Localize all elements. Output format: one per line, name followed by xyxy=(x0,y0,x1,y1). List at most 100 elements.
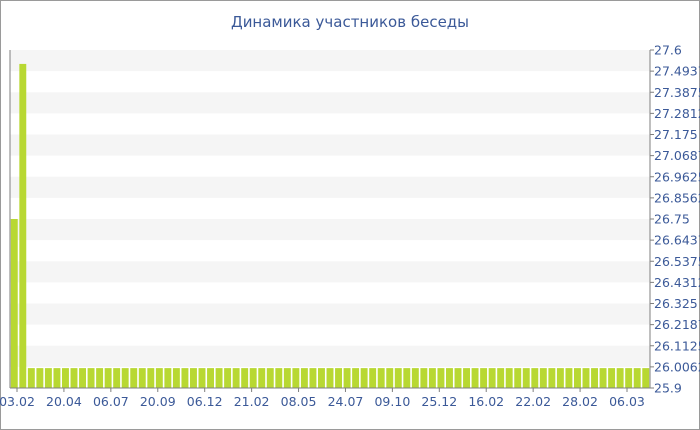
bar xyxy=(215,368,223,388)
bar xyxy=(19,63,27,389)
bar xyxy=(147,368,155,388)
y-tick-label: 27.6 xyxy=(654,43,682,58)
bar xyxy=(266,368,274,388)
bar xyxy=(463,368,470,388)
bar xyxy=(44,368,52,388)
grid-band xyxy=(10,92,650,114)
bar xyxy=(27,368,35,388)
x-tick-label: 06.03 xyxy=(609,394,645,409)
x-tick-label: 28.02 xyxy=(562,394,598,409)
bar xyxy=(258,368,266,388)
x-tick-label: 22.02 xyxy=(515,394,551,409)
x-tick-label: 03.02 xyxy=(0,394,35,409)
y-tick-label: 27.175 xyxy=(654,127,698,142)
bar xyxy=(138,368,146,388)
grid-band xyxy=(10,261,650,283)
y-tick-label: 27.4937 xyxy=(654,64,700,79)
chart-title: Динамика участников беседы xyxy=(230,13,470,31)
bar xyxy=(10,219,18,388)
bar xyxy=(565,368,573,388)
bar xyxy=(505,368,513,388)
y-tick-label: 26.325 xyxy=(654,296,698,311)
bar xyxy=(190,368,197,388)
grid-band xyxy=(10,345,650,367)
bar xyxy=(446,368,453,388)
bar xyxy=(642,368,650,388)
bar xyxy=(53,368,61,388)
bar xyxy=(172,368,180,388)
bar xyxy=(79,368,86,388)
bar xyxy=(300,368,308,388)
bar xyxy=(36,368,44,388)
bar xyxy=(292,368,300,388)
bar xyxy=(428,368,436,388)
bar xyxy=(96,368,104,388)
y-tick-label: 27.3875 xyxy=(654,85,700,100)
x-tick-label: 16.02 xyxy=(468,394,504,409)
bar xyxy=(582,368,590,388)
x-tick-label: 20.04 xyxy=(46,394,82,409)
y-tick-label: 25.9 xyxy=(654,381,682,396)
bar xyxy=(130,368,138,388)
bar xyxy=(113,368,121,388)
y-tick-label: 27.0687 xyxy=(654,148,700,163)
bar xyxy=(480,368,488,388)
bar xyxy=(224,368,232,388)
bar xyxy=(198,368,206,388)
bar xyxy=(514,368,522,388)
bar xyxy=(181,368,189,388)
grid-band xyxy=(10,50,650,72)
bar xyxy=(403,368,411,388)
bar xyxy=(62,368,69,388)
bar xyxy=(343,368,351,388)
bar xyxy=(318,368,325,388)
y-tick-label: 26.75 xyxy=(654,212,690,227)
grid-band xyxy=(10,134,650,156)
bars xyxy=(10,63,650,389)
bar xyxy=(352,368,360,388)
bar xyxy=(531,368,539,388)
bar xyxy=(155,368,163,388)
bar xyxy=(283,368,291,388)
bar xyxy=(599,368,607,388)
x-tick-label: 06.12 xyxy=(187,394,223,409)
y-tick-label: 26.2187 xyxy=(654,317,700,332)
bar xyxy=(488,368,496,388)
bar xyxy=(309,368,317,388)
x-tick-label: 08.05 xyxy=(281,394,317,409)
bar xyxy=(249,368,257,388)
bar xyxy=(275,368,283,388)
y-tick-label: 26.6437 xyxy=(654,233,700,248)
bar xyxy=(471,368,479,388)
x-axis-ticks: 03.02 20.04 06.07 20.09 06.12 21.02 08.05 24.07… xyxy=(0,388,645,409)
bar xyxy=(497,368,505,388)
x-tick-label: 25.12 xyxy=(421,394,457,409)
y-tick-label: 26.5375 xyxy=(654,254,700,269)
y-tick-label: 26.9625 xyxy=(654,169,700,184)
x-tick-label: 06.07 xyxy=(93,394,129,409)
bar xyxy=(326,368,334,388)
bar xyxy=(360,368,368,388)
bar xyxy=(164,368,172,388)
x-tick-label: 24.07 xyxy=(328,394,364,409)
bar xyxy=(411,368,419,388)
y-tick-label: 26.1125 xyxy=(654,338,700,353)
bar xyxy=(574,368,581,388)
bar xyxy=(207,368,214,388)
bar xyxy=(121,368,129,388)
bar xyxy=(522,368,530,388)
bar xyxy=(437,368,445,388)
bar xyxy=(70,368,78,388)
bar xyxy=(633,368,641,388)
bar xyxy=(386,368,394,388)
bar xyxy=(104,368,112,388)
bar xyxy=(556,368,564,388)
bar xyxy=(394,368,402,388)
bar xyxy=(616,368,624,388)
bar xyxy=(241,368,249,388)
x-tick-label: 21.02 xyxy=(234,394,270,409)
